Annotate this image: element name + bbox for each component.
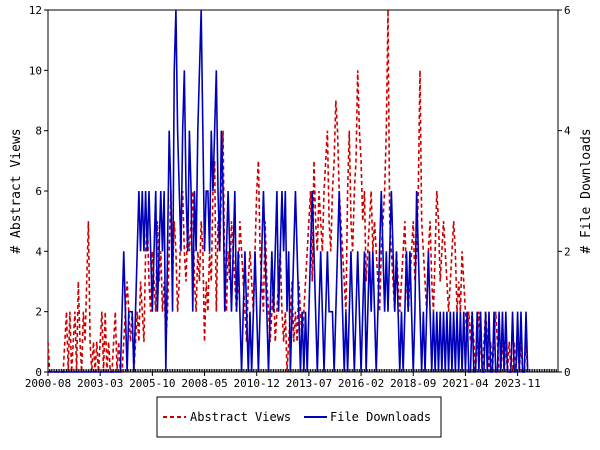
y2-axis-title: # File Downloads: [579, 128, 594, 253]
y-tick-label: 12: [29, 4, 42, 17]
y-tick-label: 4: [35, 245, 42, 258]
y-axis-ticks: 0 2 4 6 8 10 12: [29, 4, 48, 379]
y-tick-label: 8: [35, 125, 42, 138]
x-tick-label: 2005-10: [129, 377, 175, 390]
series-layer: [47, 9, 529, 373]
legend-label-abstract-views: Abstract Views: [190, 410, 291, 424]
y2-tick-label: 6: [564, 4, 571, 17]
y2-tick-label: 0: [564, 366, 571, 379]
x-tick-label: 2023-11: [494, 377, 540, 390]
x-tick-label: 2003-03: [77, 377, 123, 390]
x-axis-ticks: 2000-08 2003-03 2005-10 2008-05 2010-12 2013-…: [25, 369, 559, 390]
y-axis-title: # Abstract Views: [9, 128, 24, 253]
y-tick-label: 10: [29, 64, 42, 77]
plot-area: [47, 9, 559, 373]
x-tick-label: 2018-09: [390, 377, 436, 390]
x-tick-label: 2021-04: [442, 377, 489, 390]
y2-tick-label: 2: [564, 245, 571, 258]
series-line-file-downloads: [48, 9, 529, 373]
x-tick-label: 2000-08: [25, 377, 71, 390]
y-tick-label: 2: [35, 306, 42, 319]
y-tick-label: 0: [35, 366, 42, 379]
y-tick-label: 6: [35, 185, 42, 198]
y2-tick-label: 4: [564, 125, 571, 138]
x-tick-label: 2016-02: [338, 377, 384, 390]
y2-axis-ticks: 0 2 4 6: [558, 4, 571, 379]
series-line-abstract-views: [47, 9, 529, 373]
x-tick-label: 2013-07: [286, 377, 332, 390]
legend: Abstract Views File Downloads: [156, 396, 442, 438]
x-tick-label: 2010-12: [234, 377, 280, 390]
x-tick-label: 2008-05: [181, 377, 227, 390]
legend-label-file-downloads: File Downloads: [330, 410, 431, 424]
legend-box: [156, 396, 442, 438]
